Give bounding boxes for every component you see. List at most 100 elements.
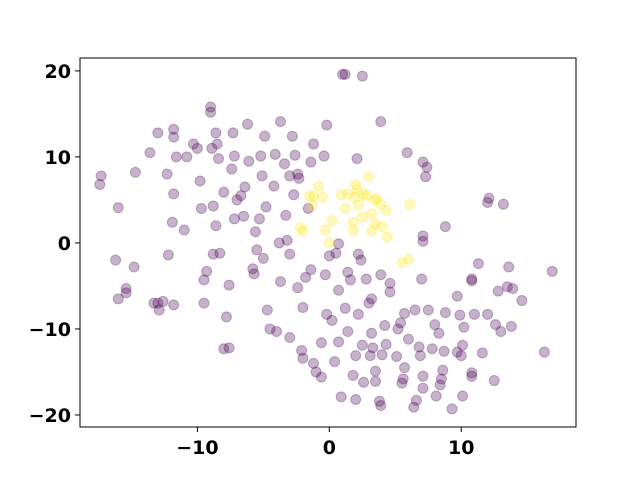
point [401, 147, 413, 159]
point [238, 210, 250, 222]
point [247, 263, 259, 275]
point [339, 68, 351, 80]
point [255, 150, 267, 162]
point [366, 293, 378, 305]
point [323, 250, 335, 262]
point [323, 237, 335, 249]
point [454, 309, 466, 321]
point [414, 350, 426, 362]
point [305, 264, 317, 276]
point [329, 356, 341, 368]
point [455, 350, 467, 362]
point [294, 221, 306, 233]
point [168, 131, 180, 143]
point [416, 273, 428, 285]
point [352, 248, 364, 260]
point [399, 362, 411, 374]
point [352, 199, 364, 211]
point [369, 375, 381, 387]
point [396, 377, 408, 389]
point [284, 332, 296, 344]
point [288, 189, 300, 201]
point [307, 190, 319, 202]
point [399, 307, 411, 319]
point [275, 116, 287, 128]
point [297, 352, 309, 364]
point [495, 326, 507, 338]
point [339, 203, 351, 215]
point [168, 188, 180, 200]
point [292, 168, 304, 180]
point [128, 261, 140, 273]
point [409, 304, 421, 316]
point [307, 357, 319, 369]
point [379, 320, 391, 332]
point [366, 208, 378, 220]
point [408, 401, 420, 413]
point [348, 191, 360, 203]
point [363, 171, 375, 183]
point [220, 311, 232, 323]
point [161, 168, 173, 180]
point [281, 234, 293, 246]
point [231, 194, 243, 206]
point [330, 247, 342, 259]
point [153, 304, 165, 316]
point [120, 283, 132, 295]
point [438, 345, 450, 357]
point [264, 323, 276, 335]
point [451, 290, 463, 302]
point [95, 170, 107, 182]
point [376, 221, 388, 233]
point [369, 218, 381, 230]
point [292, 282, 304, 294]
point [157, 295, 169, 307]
point [439, 307, 451, 319]
point [304, 190, 316, 202]
point [466, 275, 478, 287]
point [205, 106, 217, 118]
point [350, 350, 362, 362]
point [321, 308, 333, 320]
point [364, 350, 376, 362]
y-tick-label: 10 [45, 147, 71, 169]
point [300, 271, 312, 283]
point [326, 314, 338, 326]
point [381, 231, 393, 243]
point [507, 283, 519, 295]
point [458, 321, 470, 333]
point [347, 216, 359, 228]
point [297, 301, 309, 313]
point [375, 399, 387, 411]
point [181, 151, 193, 163]
point [214, 247, 226, 259]
point [352, 308, 364, 320]
point [195, 203, 207, 215]
point [350, 178, 362, 190]
point [490, 319, 502, 331]
point [402, 333, 414, 345]
point [413, 341, 425, 353]
point [235, 190, 247, 202]
y-tick-label: −10 [29, 319, 71, 341]
point [433, 327, 445, 339]
point [466, 273, 478, 285]
point [284, 248, 296, 260]
point [207, 248, 219, 260]
point [363, 297, 375, 309]
point [420, 171, 432, 183]
point [296, 344, 308, 356]
point [356, 339, 368, 351]
point [468, 308, 480, 320]
point [410, 394, 422, 406]
point [218, 186, 230, 198]
point [144, 147, 156, 159]
point [342, 326, 354, 338]
point [321, 119, 333, 131]
point [350, 393, 362, 405]
point [187, 138, 199, 150]
point [257, 252, 269, 264]
point [293, 172, 305, 184]
point [223, 279, 235, 291]
